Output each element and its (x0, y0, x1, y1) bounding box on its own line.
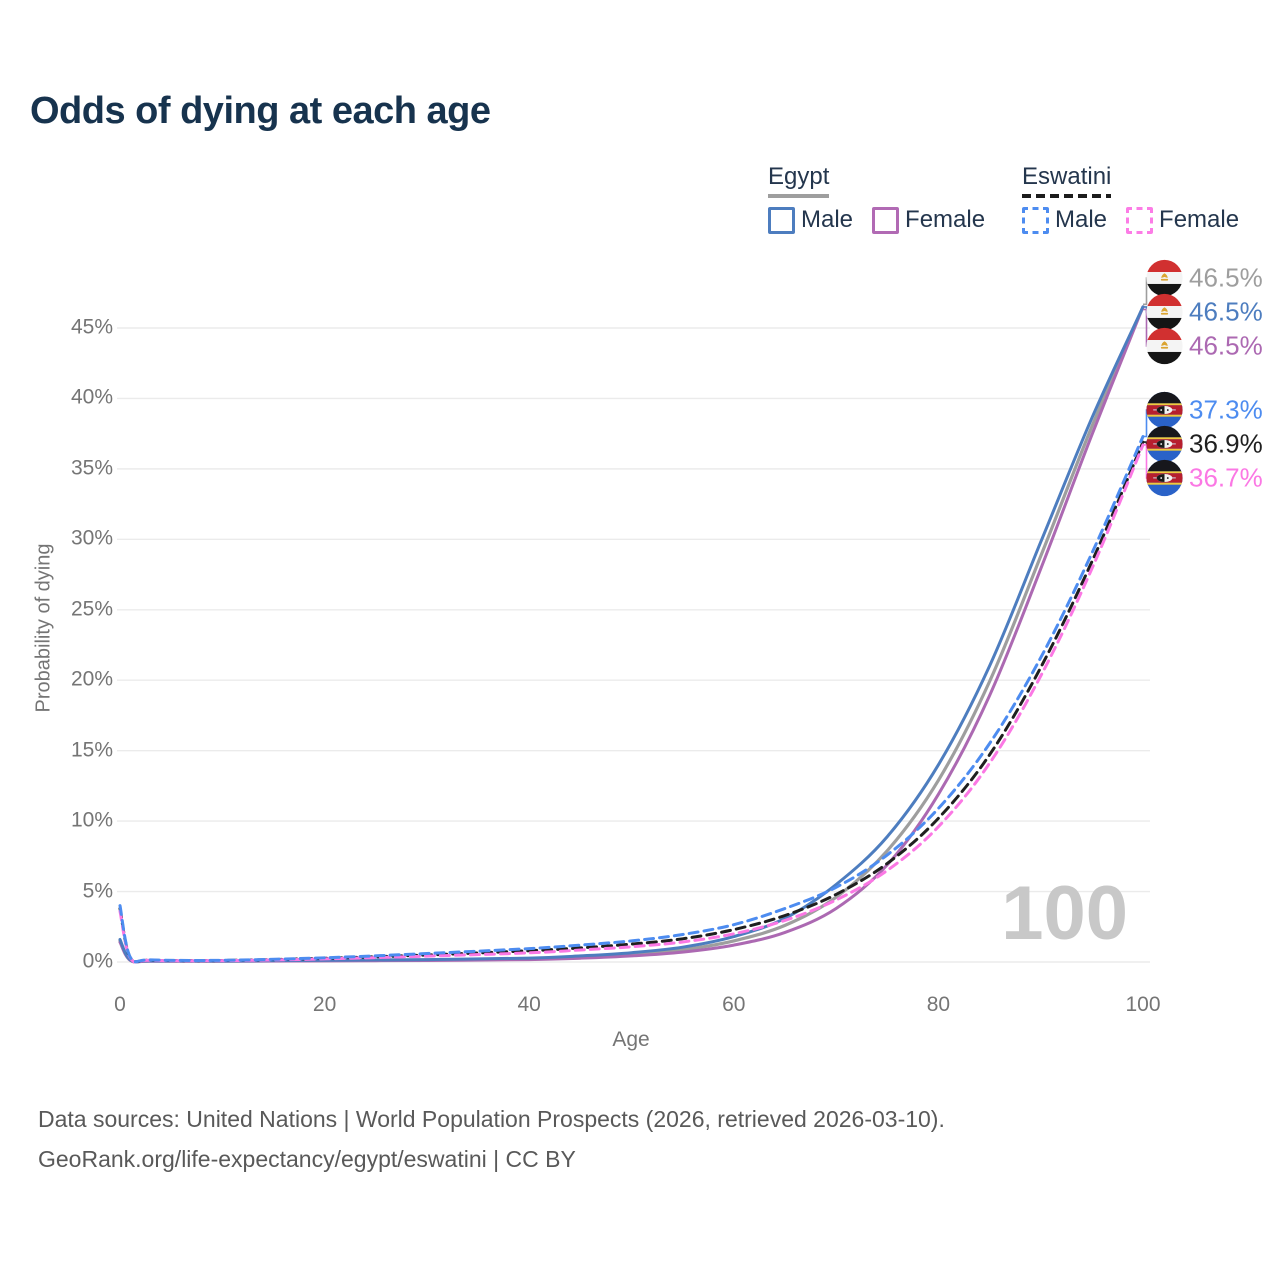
x-tick-80: 80 (926, 993, 951, 1016)
x-tick-20: 20 (312, 993, 337, 1016)
legend-toggle-egypt-male[interactable]: Male (768, 206, 853, 234)
legend-group-egypt: Egypt Male Female (768, 163, 985, 234)
eswatini-flag-icon (1146, 425, 1183, 463)
end-label-value: 46.5% (1189, 262, 1263, 293)
legend-checkbox-egypt-female[interactable] (872, 206, 900, 234)
end-label-row-eswatini-3: 37.3% (1146, 391, 1263, 429)
y-tick-0: 0% (82, 949, 113, 973)
legend-country-eswatini[interactable]: Eswatini (1022, 163, 1112, 190)
x-axis-title: Age (612, 1028, 650, 1051)
footer-attribution-line: GeoRank.org/life-expectancy/egypt/eswati… (38, 1146, 576, 1172)
egypt-flag-icon (1146, 327, 1183, 365)
y-tick-10: 10% (70, 808, 113, 832)
legend-linestyle-solid (768, 194, 830, 198)
y-tick-15: 15% (70, 738, 113, 762)
end-label-value: 46.5% (1189, 296, 1263, 327)
legend-group-eswatini: Eswatini Male Female (1022, 163, 1239, 234)
legend-toggle-egypt-female[interactable]: Female (872, 206, 985, 234)
line-egypt-male[interactable] (118, 305, 1145, 964)
end-label-value: 37.3% (1189, 394, 1263, 425)
footer-source-line: Data sources: United Nations | World Pop… (38, 1106, 945, 1132)
x-tick-60: 60 (722, 993, 746, 1016)
legend-checkbox-eswatini-male[interactable] (1022, 206, 1049, 234)
legend-country-egypt[interactable]: Egypt (768, 163, 830, 190)
hover-age-indicator: 100 (1001, 871, 1128, 956)
egypt-flag-icon (1146, 293, 1183, 331)
legend-label-egypt-male: Male (801, 206, 854, 233)
line-eswatini-male[interactable] (118, 435, 1145, 964)
y-tick-5: 5% (82, 879, 113, 903)
y-tick-25: 25% (70, 597, 113, 621)
y-tick-45: 45% (70, 315, 113, 339)
line-eswatini-female[interactable] (118, 443, 1145, 964)
y-tick-20: 20% (70, 667, 113, 691)
end-label-row-egypt-0: 46.5% (1146, 259, 1263, 297)
legend-toggle-eswatini-male[interactable]: Male (1022, 206, 1107, 234)
page-title: Odds of dying at each age (30, 90, 491, 132)
end-label-row-eswatini-4: 36.9% (1146, 425, 1263, 463)
eswatini-flag-icon (1146, 459, 1183, 497)
end-label-row-egypt-2: 46.5% (1146, 327, 1263, 365)
line-egypt-female[interactable] (118, 305, 1145, 964)
line-egypt-total[interactable] (118, 305, 1145, 964)
end-label-value: 36.7% (1189, 462, 1263, 493)
egypt-flag-icon (1146, 259, 1183, 297)
end-label-row-eswatini-5: 36.7% (1146, 459, 1263, 497)
x-tick-0: 0 (114, 993, 126, 1016)
eswatini-flag-icon (1146, 391, 1183, 429)
y-tick-35: 35% (70, 456, 113, 480)
x-tick-40: 40 (517, 993, 541, 1016)
end-label-row-egypt-1: 46.5% (1146, 293, 1263, 331)
legend-toggle-eswatini-female[interactable]: Female (1126, 206, 1239, 234)
end-label-value: 46.5% (1189, 330, 1263, 361)
y-tick-30: 30% (70, 526, 113, 550)
legend-label-eswatini-female: Female (1159, 206, 1240, 233)
end-label-value: 36.9% (1189, 428, 1263, 459)
legend-label-eswatini-male: Male (1055, 206, 1108, 233)
legend-label-egypt-female: Female (905, 206, 986, 233)
legend-checkbox-egypt-male[interactable] (768, 206, 795, 234)
y-tick-40: 40% (70, 385, 113, 409)
legend-checkbox-eswatini-female[interactable] (1126, 206, 1154, 234)
x-tick-100: 100 (1125, 993, 1161, 1016)
legend-linestyle-dashed (1022, 194, 1112, 198)
